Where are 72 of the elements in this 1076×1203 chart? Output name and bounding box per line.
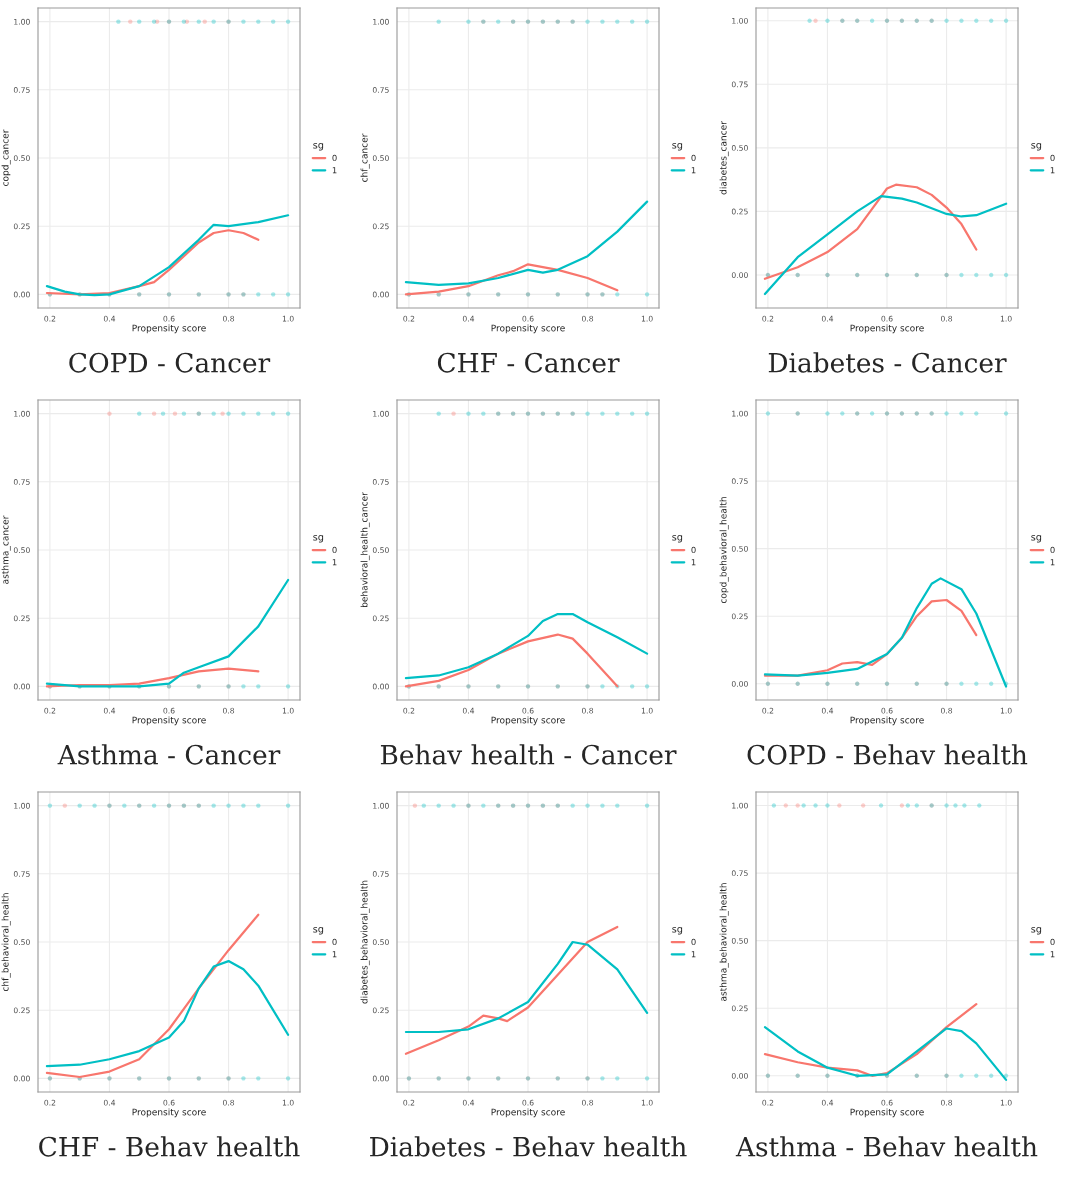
legend-label: 0 — [691, 546, 696, 554]
y-axis-title: copd_cancer — [1, 129, 11, 186]
x-axis-title: Propensity score — [491, 716, 565, 726]
legend-title: sg — [313, 535, 324, 543]
legend-title: sg — [313, 143, 324, 151]
x-axis-title: Propensity score — [491, 324, 565, 334]
text: Diabetes - Behav health — [370, 1136, 687, 1157]
legend-title: sg — [313, 927, 324, 935]
x-axis-title: Propensity score — [850, 1108, 924, 1118]
legend-label: 1 — [332, 167, 337, 174]
text: COPD - Behav health — [747, 744, 1028, 765]
legend-label: 1 — [332, 951, 337, 958]
line-series — [763, 1026, 1008, 1081]
legend-label: 0 — [332, 546, 337, 554]
legend-label: 1 — [332, 559, 337, 566]
legend-label: 1 — [1050, 951, 1055, 958]
x-axis-title: Propensity score — [132, 1108, 206, 1118]
line-series — [404, 263, 619, 296]
x-axis-title: Propensity score — [132, 324, 206, 334]
legend-title: sg — [672, 927, 683, 935]
text: Diabetes - Cancer — [768, 352, 1007, 373]
x-axis-title: Propensity score — [132, 716, 206, 726]
line-series — [763, 183, 978, 280]
legend-title: sg — [672, 143, 683, 151]
legend-label: 0 — [332, 154, 337, 162]
y-axis-title: diabetes_behavioral_health — [360, 880, 370, 1004]
y-axis-title: diabetes_cancer — [719, 121, 729, 195]
legend-title: sg — [672, 535, 683, 543]
line-series — [404, 612, 649, 680]
line-series — [45, 229, 260, 296]
legend-label: 0 — [1050, 938, 1055, 946]
line-series — [45, 667, 260, 688]
legend-title: sg — [1031, 535, 1042, 543]
x-axis-title: Propensity score — [491, 1108, 565, 1118]
line-series — [763, 598, 978, 677]
line-series — [45, 578, 290, 688]
y-axis-title: copd_behavioral_health — [719, 497, 729, 604]
text: Asthma - Cancer — [57, 744, 281, 765]
y-axis-title: chf_cancer — [360, 133, 370, 182]
text: CHF - Behav health — [39, 1136, 300, 1157]
line-series — [404, 200, 649, 286]
legend-label: 1 — [691, 951, 696, 958]
y-axis-title: behavioral_health_cancer — [360, 492, 370, 608]
text: COPD - Cancer — [69, 352, 271, 373]
text: Behav health - Cancer — [380, 744, 677, 765]
legend-label: 1 — [1050, 559, 1055, 566]
line-series — [763, 577, 1008, 688]
line-series — [45, 959, 290, 1068]
legend-title: sg — [1031, 143, 1042, 151]
y-axis-title: chf_behavioral_health — [1, 893, 11, 992]
legend-label: 0 — [332, 938, 337, 946]
line-series — [763, 1003, 978, 1077]
legend-label: 1 — [1050, 167, 1055, 174]
y-axis-title: asthma_cancer — [1, 515, 11, 584]
x-axis-title: Propensity score — [850, 716, 924, 726]
x-axis-title: Propensity score — [850, 324, 924, 334]
legend-label: 0 — [691, 938, 696, 946]
text: Asthma - Behav health — [735, 1136, 1038, 1157]
line-series — [45, 913, 260, 1079]
legend-label: 0 — [1050, 546, 1055, 554]
legend-label: 1 — [691, 559, 696, 566]
line-series — [763, 195, 1008, 296]
line-series — [404, 940, 649, 1034]
line-series — [404, 925, 619, 1055]
legend-label: 0 — [1050, 154, 1055, 162]
legend-label: 1 — [691, 167, 696, 174]
y-axis-title: asthma_behavioral_health — [719, 883, 729, 1002]
legend-label: 0 — [691, 154, 696, 162]
text: CHF - Cancer — [437, 352, 620, 373]
legend-title: sg — [1031, 927, 1042, 935]
line-series — [404, 633, 619, 688]
line-series — [45, 214, 290, 297]
